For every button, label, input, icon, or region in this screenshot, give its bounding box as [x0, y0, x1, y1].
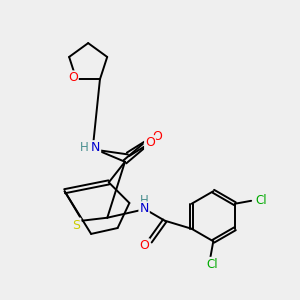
Text: N: N: [140, 202, 149, 215]
Text: O: O: [152, 130, 162, 143]
Text: O: O: [145, 136, 155, 149]
Text: N: N: [91, 141, 100, 154]
Text: H: H: [80, 141, 89, 154]
Text: O: O: [68, 71, 78, 84]
Text: Cl: Cl: [206, 258, 218, 271]
Text: O: O: [139, 239, 149, 252]
Text: S: S: [72, 219, 80, 232]
Text: Cl: Cl: [255, 194, 267, 207]
Text: H: H: [140, 194, 148, 207]
